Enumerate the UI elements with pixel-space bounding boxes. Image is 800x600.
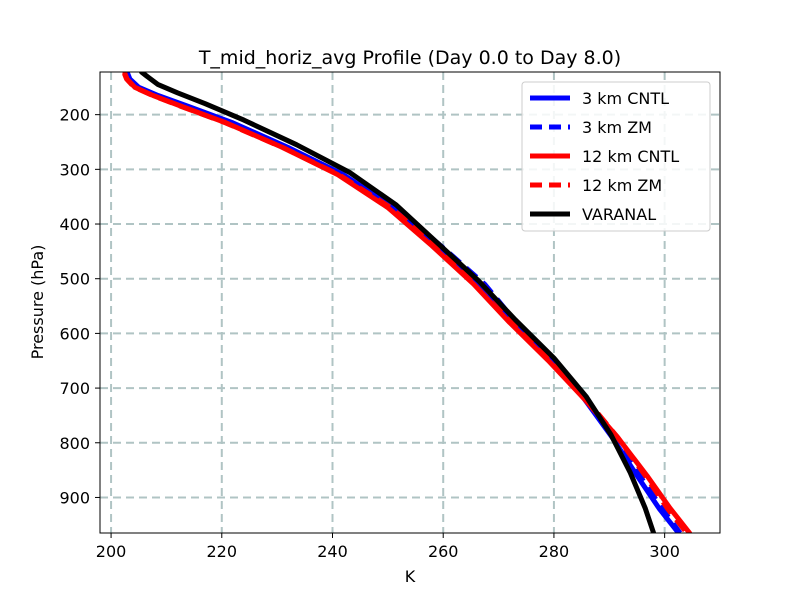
y-tick-label: 900: [59, 488, 90, 507]
plot-frame: [99, 71, 721, 534]
series-line-12-km-zm: [122, 72, 689, 533]
y-tick-label: 700: [59, 379, 90, 398]
y-tick-label: 300: [59, 160, 90, 179]
series-layer: [122, 72, 693, 533]
grid: [100, 72, 720, 533]
y-axis-label: Pressure (hPa): [28, 245, 47, 360]
legend-label-12-km-zm: 12 km ZM: [582, 176, 662, 195]
x-tick-label: 220: [207, 542, 238, 561]
x-tick-label: 200: [96, 542, 127, 561]
y-tick-label: 400: [59, 215, 90, 234]
legend-box: [521, 81, 711, 232]
x-axis-label: K: [405, 567, 416, 586]
x-axis-ticks: 200 220 240 260 280 300: [96, 533, 680, 561]
legend-label-varanal: VARANAL: [582, 205, 656, 224]
legend-label-3-km-zm: 3 km ZM: [582, 118, 652, 137]
chart-title: T_mid_horiz_avg Profile (Day 0.0 to Day …: [198, 47, 621, 69]
x-tick-label: 280: [539, 542, 570, 561]
x-tick-label: 260: [428, 542, 459, 561]
x-tick-label: 240: [317, 542, 348, 561]
y-tick-label: 800: [59, 434, 90, 453]
x-tick-label: 300: [649, 542, 680, 561]
y-tick-label: 200: [59, 106, 90, 125]
legend-label-12-km-cntl: 12 km CNTL: [582, 147, 679, 166]
legend: 3 km CNTL 3 km ZM 12 km CNTL 12 km ZM VARANA…: [521, 81, 711, 232]
y-tick-label: 600: [59, 324, 90, 343]
series-line-varanal: [139, 72, 657, 533]
y-axis-ticks: 200 300 400 500 600 700 800 900: [59, 106, 100, 507]
legend-label-3-km-cntl: 3 km CNTL: [582, 89, 669, 108]
y-tick-label: 500: [59, 270, 90, 289]
